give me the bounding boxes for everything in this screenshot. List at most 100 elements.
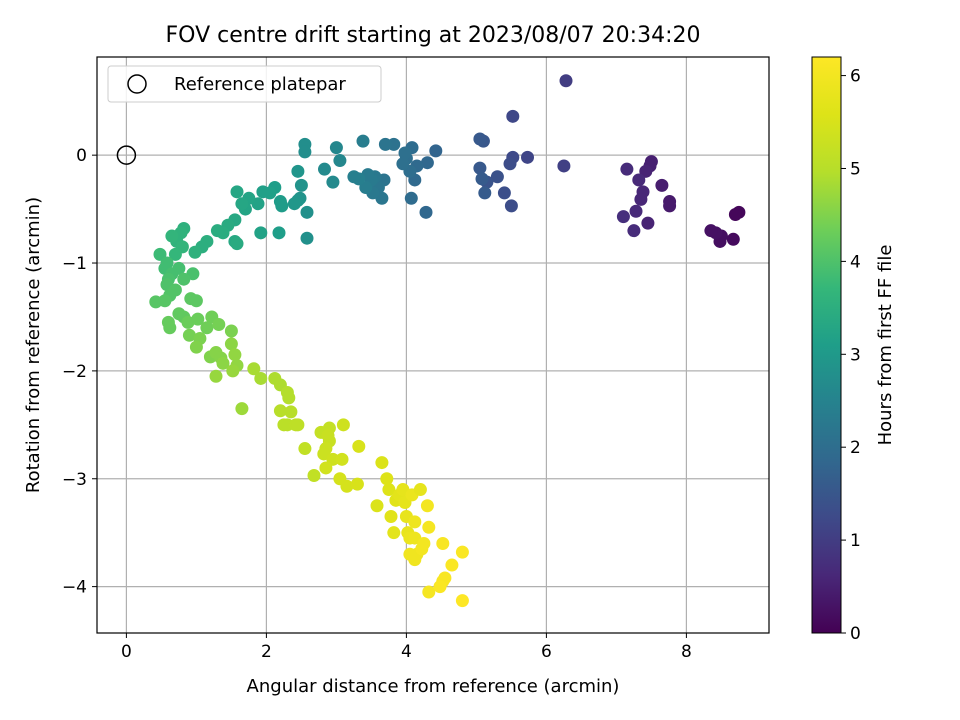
y-axis-ticks: 0 −1 −2 −3 −4 [62, 146, 97, 598]
data-point [307, 469, 321, 483]
data-point [413, 483, 427, 497]
data-point [497, 186, 511, 200]
data-point [433, 580, 447, 594]
data-point [396, 157, 410, 171]
data-point [256, 185, 270, 199]
colorbar-tick-label: 1 [850, 531, 861, 551]
x-tick-label: 6 [541, 642, 552, 662]
data-point [616, 210, 630, 224]
reference-platepar-marker [116, 145, 137, 165]
data-point [273, 404, 287, 418]
data-point [272, 226, 286, 240]
data-point [634, 192, 648, 206]
data-point [356, 134, 370, 148]
colorbar: 0 1 2 3 4 5 6 Hours from first FF file [811, 56, 896, 644]
data-point [287, 197, 301, 211]
data-point [168, 247, 182, 261]
data-point [455, 594, 469, 608]
data-point [163, 321, 177, 335]
data-point [335, 452, 349, 466]
y-axis-label: Rotation from reference (arcmin) [23, 197, 44, 493]
data-point [455, 545, 469, 559]
data-point [387, 526, 401, 540]
data-point [189, 340, 203, 354]
legend-box [107, 65, 382, 103]
data-point [629, 204, 643, 218]
plot-area-frame [96, 56, 770, 634]
data-point [490, 170, 504, 184]
data-point [165, 229, 179, 243]
data-point [319, 461, 333, 475]
legend: Reference platepar [107, 65, 382, 103]
data-point [375, 456, 389, 470]
data-point [282, 391, 296, 405]
data-point [298, 145, 312, 159]
chart-title: FOV centre drift starting at 2023/08/07 … [166, 23, 701, 48]
colorbar-tick-label: 0 [850, 624, 861, 644]
data-point [318, 162, 331, 176]
data-point [347, 170, 361, 184]
data-point [420, 156, 434, 170]
x-tick-label: 4 [401, 642, 412, 662]
data-point [655, 178, 669, 192]
data-point [235, 197, 249, 211]
data-point [632, 173, 646, 187]
data-point [473, 161, 487, 175]
colorbar-label: Hours from first FF file [875, 245, 896, 446]
data-point [224, 324, 238, 338]
data-point [230, 185, 244, 199]
data-point [436, 536, 450, 550]
data-point [188, 245, 202, 259]
colorbar-tick-label: 3 [850, 345, 861, 365]
data-point [404, 191, 418, 205]
data-point [350, 477, 364, 491]
colorbar-tick-label: 4 [850, 252, 861, 272]
data-point [359, 181, 373, 195]
data-point [521, 150, 534, 164]
data-point [235, 402, 249, 416]
x-axis-label: Angular distance from reference (arcmin) [247, 676, 620, 697]
data-point [663, 195, 677, 209]
y-tick-label: 0 [76, 146, 87, 166]
data-point [419, 205, 433, 219]
data-point [503, 157, 517, 171]
data-point [224, 337, 238, 351]
data-point [326, 175, 340, 189]
data-point [620, 162, 634, 176]
colorbar-tick-label: 5 [850, 159, 861, 179]
data-point [478, 186, 492, 200]
data-point [284, 405, 298, 419]
data-point [212, 318, 226, 332]
data-point [422, 585, 436, 599]
data-point [273, 195, 287, 209]
x-tick-label: 8 [681, 642, 692, 662]
data-point [370, 499, 384, 513]
data-point [408, 515, 422, 529]
data-point [226, 364, 240, 378]
y-tick-label: −3 [62, 470, 87, 490]
data-point [230, 237, 244, 251]
colorbar-gradient [811, 56, 842, 634]
data-point [254, 371, 268, 385]
data-point [704, 224, 718, 238]
data-point [504, 199, 518, 213]
data-point [158, 294, 172, 308]
data-point [557, 159, 571, 173]
x-tick-label: 2 [261, 642, 272, 662]
data-point [216, 356, 230, 370]
y-tick-label: −2 [62, 362, 87, 382]
data-point [153, 247, 167, 261]
data-point [627, 224, 641, 238]
data-point [336, 418, 350, 432]
data-point [182, 328, 196, 342]
legend-reference-marker-icon [127, 74, 147, 94]
data-point [191, 312, 205, 326]
data-point [445, 558, 459, 572]
data-point [181, 315, 195, 329]
data-point [398, 146, 412, 160]
legend-reference-label: Reference platepar [174, 74, 346, 95]
data-point [247, 362, 261, 376]
data-point [429, 144, 443, 158]
data-point [291, 418, 305, 432]
data-point [329, 141, 343, 155]
